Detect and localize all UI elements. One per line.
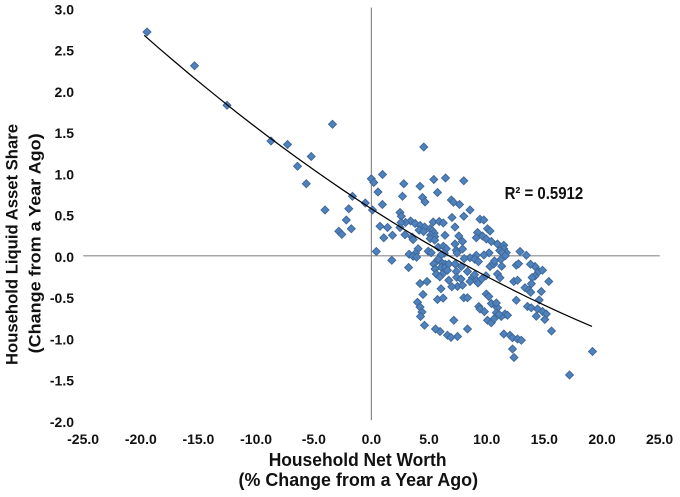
- svg-text:0.0: 0.0: [362, 431, 382, 447]
- svg-text:-1.5: -1.5: [50, 373, 74, 389]
- svg-text:2.0: 2.0: [55, 84, 75, 100]
- svg-text:-2.0: -2.0: [50, 414, 74, 430]
- svg-text:1.0: 1.0: [55, 166, 75, 182]
- svg-text:10.0: 10.0: [473, 431, 500, 447]
- svg-text:2.5: 2.5: [55, 43, 75, 59]
- svg-text:(Change from a Year Ago): (Change from a Year Ago): [26, 133, 45, 353]
- svg-text:15.0: 15.0: [531, 431, 558, 447]
- svg-text:25.0: 25.0: [646, 431, 673, 447]
- svg-text:20.0: 20.0: [588, 431, 615, 447]
- svg-text:-0.5: -0.5: [50, 290, 74, 306]
- svg-text:-15.0: -15.0: [182, 431, 214, 447]
- svg-text:-10.0: -10.0: [240, 431, 272, 447]
- svg-text:0.5: 0.5: [55, 208, 75, 224]
- svg-text:5.0: 5.0: [419, 431, 439, 447]
- svg-text:-20.0: -20.0: [125, 431, 157, 447]
- svg-text:(% Change from a Year Ago): (% Change from a Year Ago): [239, 470, 479, 490]
- svg-text:-5.0: -5.0: [302, 431, 326, 447]
- svg-text:Household Net Worth: Household Net Worth: [269, 450, 447, 470]
- svg-text:0.0: 0.0: [55, 249, 75, 265]
- svg-text:-1.0: -1.0: [50, 331, 74, 347]
- svg-text:-25.0: -25.0: [67, 431, 99, 447]
- svg-text:R² = 0.5912: R² = 0.5912: [505, 183, 584, 203]
- svg-text:Household Liquid Asset Share: Household Liquid Asset Share: [3, 124, 22, 365]
- svg-text:1.5: 1.5: [55, 125, 75, 141]
- svg-text:3.0: 3.0: [55, 1, 75, 17]
